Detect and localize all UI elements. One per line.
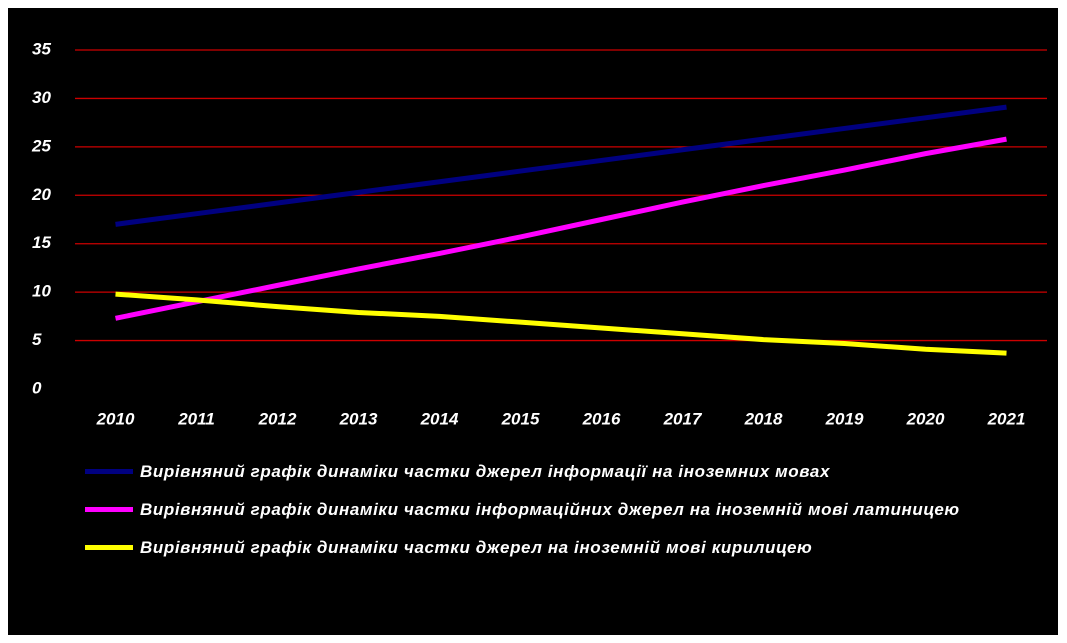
y-tick-label: 15 xyxy=(32,233,51,252)
x-tick-label: 2020 xyxy=(906,409,945,428)
x-tick-label: 2011 xyxy=(177,409,215,428)
x-tick-label: 2018 xyxy=(744,409,783,428)
y-tick-label: 30 xyxy=(32,88,51,107)
series-line xyxy=(115,104,1007,227)
x-tick-label: 2016 xyxy=(582,409,621,428)
legend-swatch xyxy=(85,507,133,512)
x-tick-label: 2017 xyxy=(663,409,703,428)
y-tick-label: 5 xyxy=(32,330,42,349)
x-tick-label: 2013 xyxy=(339,409,378,428)
legend-item: Вирівняний графік динаміки частки інформ… xyxy=(85,498,1045,521)
y-tick-label: 35 xyxy=(32,39,51,58)
legend-label: Вирівняний графік динаміки частки джерел… xyxy=(140,462,831,481)
x-tick-label: 2014 xyxy=(420,409,459,428)
x-tick-label: 2019 xyxy=(825,409,864,428)
y-tick-label: 10 xyxy=(32,282,51,301)
legend-item: Вирівняний графік динаміки частки джерел… xyxy=(85,536,1045,559)
legend-swatch xyxy=(85,469,133,474)
legend-item: Вирівняний графік динаміки частки джерел… xyxy=(85,460,1045,483)
legend-label: Вирівняний графік динаміки частки інформ… xyxy=(140,500,960,519)
y-tick-label: 25 xyxy=(31,136,51,155)
legend-label: Вирівняний графік динаміки частки джерел… xyxy=(140,538,813,557)
legend: Вирівняний графік динаміки частки джерел… xyxy=(85,460,1045,574)
y-tick-label: 0 xyxy=(32,378,42,397)
x-tick-label: 2012 xyxy=(258,409,297,428)
x-tick-label: 2021 xyxy=(987,409,1026,428)
series-line xyxy=(115,136,1007,321)
y-tick-label: 20 xyxy=(31,185,51,204)
x-tick-label: 2010 xyxy=(96,409,135,428)
legend-swatch xyxy=(85,545,133,550)
series-line xyxy=(115,291,1007,356)
x-tick-label: 2015 xyxy=(501,409,540,428)
